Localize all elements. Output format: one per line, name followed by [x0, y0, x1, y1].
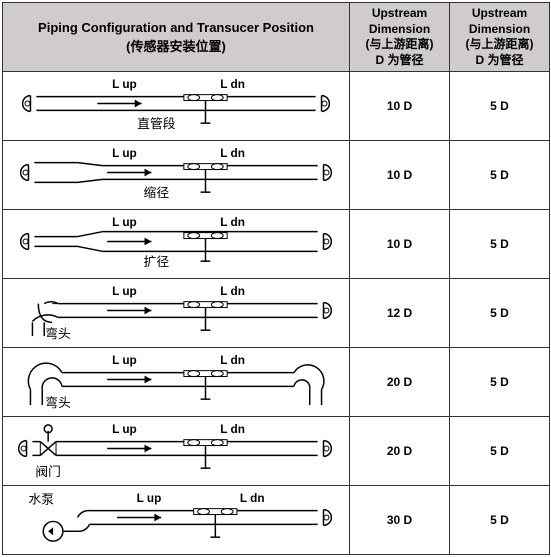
- svg-text:L dn: L dn: [220, 146, 245, 160]
- svg-text:L up: L up: [112, 146, 137, 160]
- downstream-value: 5 D: [450, 486, 550, 555]
- svg-text:直管段: 直管段: [137, 116, 176, 131]
- svg-text:弯头: 弯头: [45, 395, 71, 409]
- pipe-diagram-pump: 水泵 L up L dn: [5, 488, 347, 547]
- svg-text:L dn: L dn: [220, 284, 245, 298]
- table-row: 水泵 L up L dn 30 D 5 D: [3, 486, 550, 555]
- table-row: L up L dn 弯头 20 D 5 D: [3, 348, 550, 417]
- svg-text:阀门: 阀门: [35, 464, 61, 478]
- header-config: Piping Configuration and Transucer Posit…: [3, 3, 350, 72]
- diagram-cell: L up L dn 扩径: [3, 210, 350, 279]
- upstream-value: 12 D: [350, 279, 450, 348]
- svg-text:L dn: L dn: [220, 353, 245, 367]
- pipe-diagram-expander: L up L dn 扩径: [5, 212, 347, 271]
- upstream-value: 10 D: [350, 141, 450, 210]
- svg-text:缩径: 缩径: [144, 185, 170, 200]
- pipe-diagram-elbow2: L up L dn 弯头: [5, 350, 347, 409]
- diagram-cell: L up L dn 阀门: [3, 417, 350, 486]
- diagram-cell: L up L dn 缩径: [3, 141, 350, 210]
- table-row: L up L dn 阀门 20 D 5 D: [3, 417, 550, 486]
- downstream-value: 5 D: [450, 348, 550, 417]
- diagram-cell: L up L dn 直管段: [3, 72, 350, 141]
- table-row: L up L dn 扩径 10 D 5 D: [3, 210, 550, 279]
- svg-text:L up: L up: [112, 77, 137, 91]
- upstream-value: 20 D: [350, 348, 450, 417]
- svg-text:L up: L up: [112, 422, 137, 436]
- svg-text:L dn: L dn: [220, 77, 245, 91]
- svg-text:L dn: L dn: [220, 215, 245, 229]
- svg-text:弯头: 弯头: [45, 326, 71, 340]
- table-row: L up L dn 弯头 12 D 5 D: [3, 279, 550, 348]
- downstream-value: 5 D: [450, 417, 550, 486]
- upstream-value: 20 D: [350, 417, 450, 486]
- header-config-en: Piping Configuration and Transucer Posit…: [7, 18, 345, 38]
- table-header: Piping Configuration and Transucer Posit…: [3, 3, 550, 72]
- table-row: L up L dn 缩径 10 D 5 D: [3, 141, 550, 210]
- svg-text:水泵: 水泵: [29, 492, 55, 507]
- pipe-diagram-valve: L up L dn 阀门: [5, 419, 347, 478]
- svg-text:L up: L up: [137, 491, 162, 505]
- svg-text:L up: L up: [112, 353, 137, 367]
- piping-config-table: Piping Configuration and Transucer Posit…: [2, 2, 550, 555]
- svg-text:扩径: 扩径: [144, 254, 170, 269]
- diagram-cell: L up L dn 弯头: [3, 279, 350, 348]
- svg-text:L dn: L dn: [240, 491, 265, 505]
- header-config-zh: (传感器安装位置): [7, 37, 345, 57]
- downstream-value: 5 D: [450, 279, 550, 348]
- downstream-value: 5 D: [450, 210, 550, 279]
- pipe-diagram-straight: L up L dn 直管段: [5, 74, 347, 133]
- diagram-cell: 水泵 L up L dn: [3, 486, 350, 555]
- svg-text:L up: L up: [112, 284, 137, 298]
- header-upstream: Upstream Dimension (与上游距离) D 为管径: [350, 3, 450, 72]
- table-row: L up L dn 直管段 10 D 5 D: [3, 72, 550, 141]
- header-downstream: Upstream Dimension (与上游距离) D 为管径: [450, 3, 550, 72]
- upstream-value: 10 D: [350, 72, 450, 141]
- downstream-value: 5 D: [450, 141, 550, 210]
- pipe-diagram-elbow: L up L dn 弯头: [5, 281, 347, 340]
- downstream-value: 5 D: [450, 72, 550, 141]
- svg-text:L dn: L dn: [220, 422, 245, 436]
- upstream-value: 10 D: [350, 210, 450, 279]
- diagram-cell: L up L dn 弯头: [3, 348, 350, 417]
- table-body: L up L dn 直管段 10 D 5 D L up L dn: [3, 72, 550, 555]
- pipe-diagram-reducer: L up L dn 缩径: [5, 143, 347, 202]
- upstream-value: 30 D: [350, 486, 450, 555]
- svg-text:L up: L up: [112, 215, 137, 229]
